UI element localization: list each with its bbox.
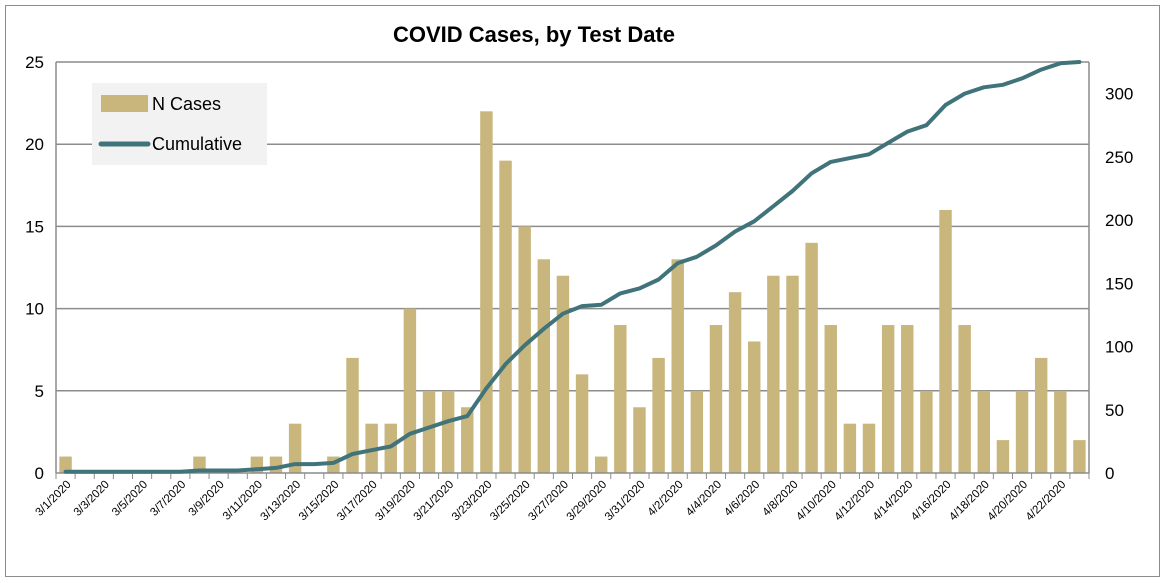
x-tick-label: 3/23/2020 [450, 479, 495, 524]
bar [958, 325, 971, 473]
bar [690, 390, 704, 473]
bar [652, 357, 665, 473]
chart-frame: 0 5 10 15 20 25 0 50 100 150 200 250 300 3/1/2020 3/3/… [5, 5, 1160, 577]
x-tick-label: 3/13/2020 [259, 479, 304, 524]
bar [786, 275, 799, 473]
x-tick-label: 3/15/2020 [297, 479, 342, 524]
x-tick-label: 3/7/2020 [148, 479, 188, 519]
bar-layer [59, 111, 1086, 473]
bar [862, 423, 876, 473]
y-tick-label-left: 5 [35, 382, 44, 401]
bar [59, 456, 72, 473]
bar [843, 423, 857, 473]
chart-title: COVID Cases, by Test Date [393, 22, 675, 47]
x-tick-label: 3/3/2020 [72, 479, 112, 519]
bar [996, 440, 1010, 473]
y-tick-label-left: 0 [35, 464, 44, 483]
bar [1015, 390, 1029, 473]
x-tick-label: 3/27/2020 [526, 479, 571, 524]
x-tick-label: 3/17/2020 [335, 479, 380, 524]
bar [920, 390, 933, 473]
x-tick-label: 4/14/2020 [871, 479, 916, 524]
bar [1073, 440, 1086, 473]
y-tick-label-right: 0 [1105, 464, 1114, 483]
x-tick-label: 4/20/2020 [985, 479, 1030, 524]
y-tick-label-right: 300 [1105, 85, 1133, 104]
x-tick-label: 3/21/2020 [412, 479, 457, 524]
x-tick-label: 3/31/2020 [603, 479, 648, 524]
bar [939, 209, 952, 473]
x-tick-label: 4/4/2020 [684, 479, 724, 519]
x-tick-label: 3/11/2020 [221, 479, 265, 523]
bar [594, 456, 608, 473]
x-tick-label: 3/1/2020 [34, 479, 74, 519]
bar [480, 111, 493, 473]
legend: N Cases Cumulative [92, 83, 267, 165]
bar [767, 275, 780, 473]
x-tick-label: 4/12/2020 [832, 479, 877, 524]
y-tick-label-left: 20 [25, 135, 44, 154]
x-tick-label: 3/29/2020 [565, 479, 610, 524]
bar [881, 325, 895, 473]
x-tick-label: 3/19/2020 [373, 479, 418, 524]
bar [1034, 357, 1048, 473]
y-tick-label-left: 10 [25, 300, 44, 319]
x-tick-label: 4/18/2020 [947, 479, 992, 524]
bar [1054, 390, 1067, 473]
bar [614, 325, 627, 473]
bar [805, 242, 818, 473]
x-tick-label: 4/22/2020 [1024, 479, 1069, 524]
bar [575, 374, 589, 473]
x-tick-label: 4/8/2020 [760, 479, 800, 519]
bar [288, 423, 302, 473]
bar [728, 292, 742, 473]
chart-canvas: 05101520250501001502002503003/1/20203/3/… [25, 22, 1133, 524]
x-tick-label: 4/16/2020 [909, 479, 954, 524]
bar [461, 407, 474, 473]
y-tick-label-right: 150 [1105, 274, 1133, 293]
bar [633, 407, 646, 473]
legend-label-cumulative: Cumulative [152, 134, 242, 154]
x-tick-label: 4/6/2020 [722, 479, 762, 519]
bar [441, 390, 455, 473]
bar [518, 226, 531, 473]
bar [748, 341, 761, 473]
x-tick-label: 4/2/2020 [646, 479, 686, 519]
bar [901, 325, 914, 473]
bar [269, 456, 283, 473]
bar [977, 390, 991, 473]
bar [671, 259, 684, 473]
bar [709, 325, 723, 473]
y-tick-label-right: 250 [1105, 148, 1133, 167]
y-tick-label-left: 15 [25, 217, 44, 236]
bar [422, 390, 436, 473]
line-layer [63, 60, 1082, 474]
legend-swatch-bar [101, 95, 148, 112]
bar [403, 308, 417, 473]
y-tick-label-right: 50 [1105, 401, 1124, 420]
bar [499, 160, 512, 473]
x-tick-label: 3/25/2020 [488, 479, 533, 524]
bar [556, 275, 570, 473]
cumulative-line [63, 60, 1082, 474]
x-tick-label: 3/5/2020 [110, 479, 150, 519]
x-tick-label: 4/10/2020 [794, 479, 839, 524]
y-tick-label-left: 25 [25, 53, 44, 72]
legend-label-n-cases: N Cases [152, 94, 221, 114]
y-tick-label-right: 100 [1105, 338, 1133, 357]
y-tick-label-right: 200 [1105, 211, 1133, 230]
bar [537, 259, 551, 473]
x-tick-label: 3/9/2020 [187, 479, 227, 519]
bar [824, 325, 837, 473]
bar [346, 357, 359, 473]
